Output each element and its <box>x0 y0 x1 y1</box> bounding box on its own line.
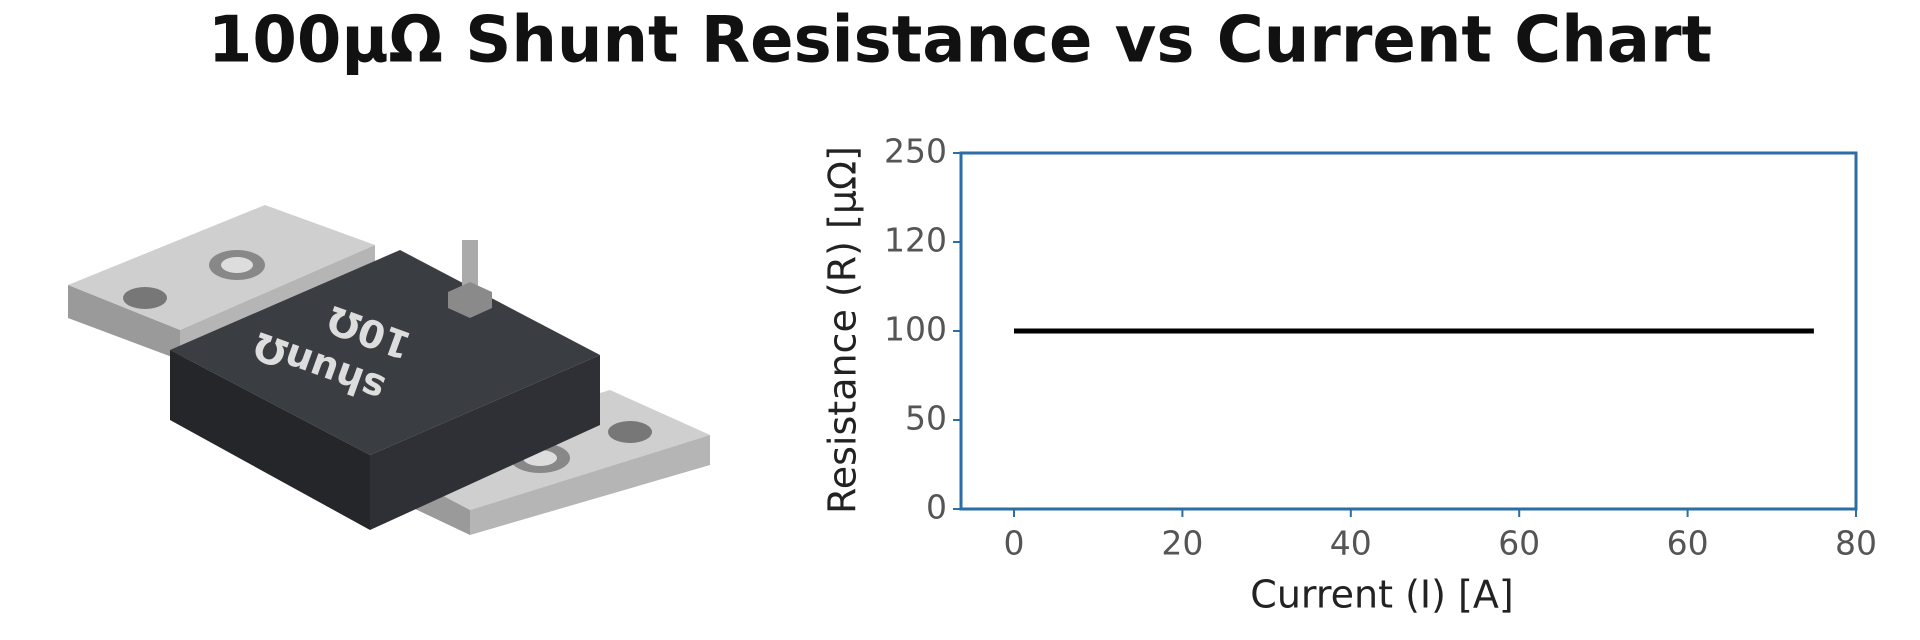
shunt-illustration: 10Ω shunΩ <box>68 205 710 535</box>
y-tick-label: 250 <box>884 132 947 171</box>
chart-title: 100μΩ Shunt Resistance vs Current Chart <box>208 4 1712 78</box>
x-tick-label: 40 <box>1330 524 1372 563</box>
y-tick-label: 0 <box>926 488 947 527</box>
y-tick-label: 100 <box>884 310 947 349</box>
x-axis-label: Current (I) [A] <box>1250 573 1513 617</box>
x-tick-label: 60 <box>1667 524 1709 563</box>
x-tick-label: 0 <box>1004 524 1025 563</box>
y-axis-label: Resistance (R) [μΩ] <box>821 146 865 514</box>
x-tick-label: 20 <box>1161 524 1203 563</box>
y-tick-label: 50 <box>905 399 947 438</box>
x-tick-label: 80 <box>1835 524 1877 563</box>
x-tick-label: 60 <box>1498 524 1540 563</box>
y-tick-label: 120 <box>884 221 947 260</box>
